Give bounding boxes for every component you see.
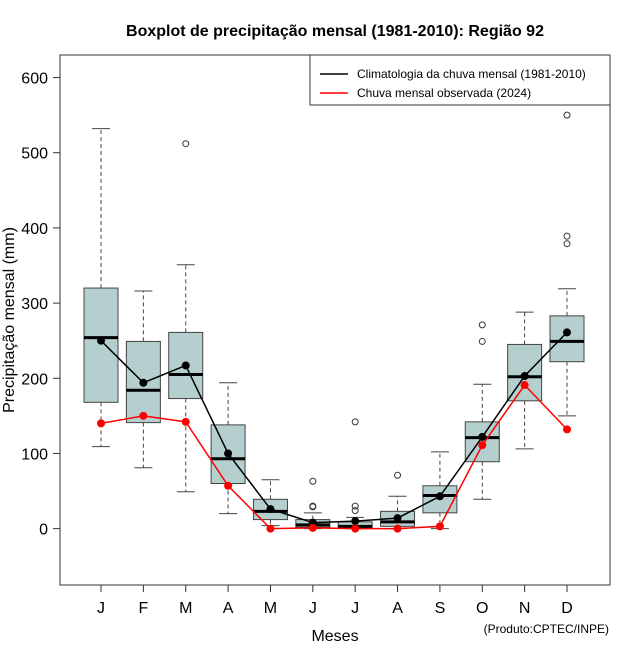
y-tick-label: 100 <box>21 446 48 463</box>
series-point <box>478 432 487 441</box>
x-tick-label: A <box>223 600 234 617</box>
outlier-point <box>309 477 317 485</box>
outlier-point <box>563 240 571 248</box>
series-point <box>563 328 571 337</box>
series-point <box>308 523 317 532</box>
outlier-point <box>351 502 359 510</box>
series-point <box>351 524 360 533</box>
series-point <box>435 522 444 531</box>
series-point <box>435 492 444 501</box>
series-point <box>520 381 529 390</box>
outlier-point <box>394 471 402 479</box>
legend-label: Chuva mensal observada (2024) <box>357 86 531 100</box>
x-axis-label: Meses <box>311 628 358 645</box>
series-point <box>181 417 190 426</box>
plot-frame <box>59 54 611 586</box>
x-tick-label: D <box>561 600 573 617</box>
y-tick-label: 300 <box>21 296 48 313</box>
series-point <box>97 419 105 428</box>
y-tick-label: 600 <box>21 71 48 88</box>
outlier-point <box>478 321 486 329</box>
chart-title: Boxplot de precipitação mensal (1981-201… <box>126 23 544 40</box>
x-tick-label: F <box>138 600 148 617</box>
outlier-point <box>351 507 359 515</box>
x-tick-label: S <box>435 600 446 617</box>
series-point <box>224 449 233 458</box>
series-point <box>393 524 402 533</box>
x-tick-label: A <box>392 600 403 617</box>
series-point <box>266 505 275 514</box>
x-tick-label: M <box>264 600 277 617</box>
x-tick-label: M <box>179 600 192 617</box>
y-axis-label: Precipitação mensal (mm) <box>1 227 18 413</box>
legend-box <box>309 54 611 106</box>
series-point <box>520 372 529 381</box>
series-point <box>224 481 233 490</box>
series-point <box>266 524 275 533</box>
y-tick-label: 400 <box>21 221 48 238</box>
series-point <box>139 411 148 420</box>
series-point <box>478 441 487 450</box>
x-tick-label: O <box>476 600 488 617</box>
x-tick-label: J <box>351 600 359 617</box>
series-line <box>100 331 568 524</box>
outlier-point <box>351 418 359 426</box>
box <box>83 287 119 403</box>
y-tick-label: 200 <box>21 371 48 388</box>
box <box>549 315 585 363</box>
series-point <box>139 378 148 387</box>
credit-text: (Produto:CPTEC/INPE) <box>484 622 609 636</box>
series-point <box>393 514 402 523</box>
x-tick-label: J <box>309 600 317 617</box>
y-tick-label: 0 <box>39 522 48 539</box>
outlier-point <box>478 337 486 345</box>
series-point <box>97 336 105 345</box>
outlier-point <box>309 503 317 511</box>
series-point <box>181 361 190 370</box>
outlier-point <box>182 140 190 148</box>
outlier-point <box>563 111 571 119</box>
x-tick-label: J <box>97 600 105 617</box>
legend-label: Climatologia da chuva mensal (1981-2010) <box>357 67 586 81</box>
outlier-point <box>563 232 571 240</box>
series-point <box>351 517 360 526</box>
series-point <box>563 425 571 434</box>
y-tick-label: 500 <box>21 146 48 163</box>
x-tick-label: N <box>519 600 531 617</box>
series-line <box>100 383 568 530</box>
